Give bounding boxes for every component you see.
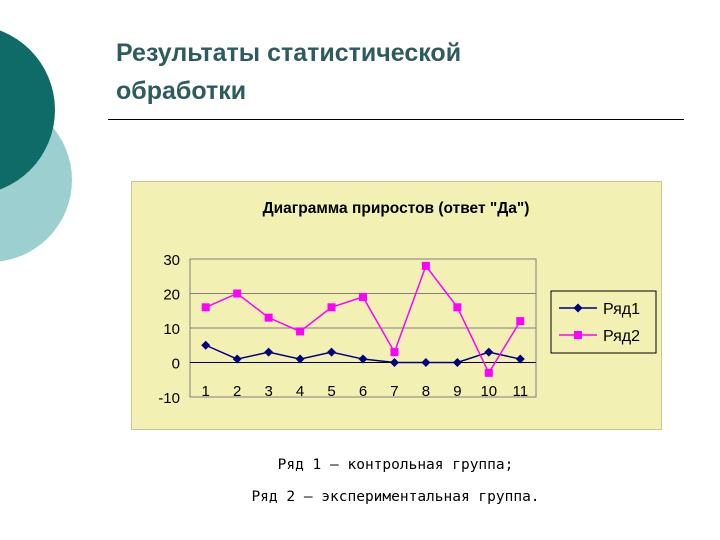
series-2-point (327, 303, 336, 312)
series-1-point (358, 354, 368, 364)
legend-label-2: Ряд2 (603, 328, 640, 345)
x-tick-label: 5 (327, 383, 335, 400)
x-tick-label: 2 (233, 383, 241, 400)
series-2-point (264, 313, 273, 322)
legend-box (550, 290, 657, 354)
series-1-point (295, 354, 305, 364)
series-2-point (233, 289, 242, 298)
chart-title: Диаграмма приростов (ответ "Да") (263, 200, 530, 217)
y-tick-label: 20 (163, 287, 180, 304)
legend-marker-diamond (573, 303, 583, 313)
x-tick-label: 10 (480, 383, 497, 400)
series-1-point (389, 358, 399, 367)
series-1-point (264, 347, 274, 357)
chart-legend: Ряд1 Ряд2 (550, 290, 657, 354)
series-1-point (515, 354, 525, 364)
y-tick-label: 0 (172, 356, 180, 373)
series-1-point (452, 358, 462, 367)
series-1-point (421, 358, 431, 367)
x-tick-label: 9 (453, 383, 461, 400)
caption-series-1: Ряд 1 – контрольная группа; (277, 457, 514, 473)
slide-title: Результаты статистической обработки (116, 34, 676, 110)
series-2-point (390, 348, 399, 357)
title-divider (108, 119, 684, 120)
line-chart: Диаграмма приростов (ответ "Да") 30 20 10 0… (158, 200, 657, 407)
series-2-point (484, 368, 493, 377)
x-tick-label: 3 (264, 383, 272, 400)
plot-area: 30 20 10 0 -10 1 2 3 4 5 6 7 8 9 10 11 (158, 252, 537, 407)
series-2-point (359, 292, 367, 301)
decorative-circles (0, 0, 80, 300)
legend-label-1: Ряд1 (603, 301, 640, 318)
series-2-point (453, 303, 462, 312)
x-tick-label: 4 (296, 383, 304, 400)
series-2-point (516, 317, 525, 326)
slide-title-line-1: Результаты статистической (116, 39, 462, 67)
series-2-point (421, 261, 430, 270)
legend-marker-square (574, 331, 582, 339)
x-tick-label: 6 (359, 383, 367, 400)
decorative-circles-graphic (0, 30, 72, 262)
slide-title-line-2: обработки (116, 77, 247, 105)
series-1-point (201, 340, 211, 350)
x-tick-label: 1 (202, 383, 210, 400)
chart-panel: Диаграмма приростов (ответ "Да") 30 20 10 0… (131, 181, 662, 430)
x-tick-label: 11 (512, 383, 528, 400)
dark-circle-shape (0, 30, 55, 190)
caption-series-2: Ряд 2 – экспериментальная группа. (251, 489, 540, 505)
y-tick-label: 30 (163, 252, 180, 269)
series-1-point (484, 347, 494, 357)
x-tick-label: 8 (422, 383, 430, 400)
series-2-point (296, 327, 305, 336)
x-tick-label: 7 (390, 383, 398, 400)
y-tick-label: 10 (163, 321, 180, 338)
series-1-point (232, 354, 242, 364)
series-2-point (201, 303, 210, 312)
y-tick-label: -10 (158, 390, 180, 407)
series-1-point (327, 347, 337, 357)
